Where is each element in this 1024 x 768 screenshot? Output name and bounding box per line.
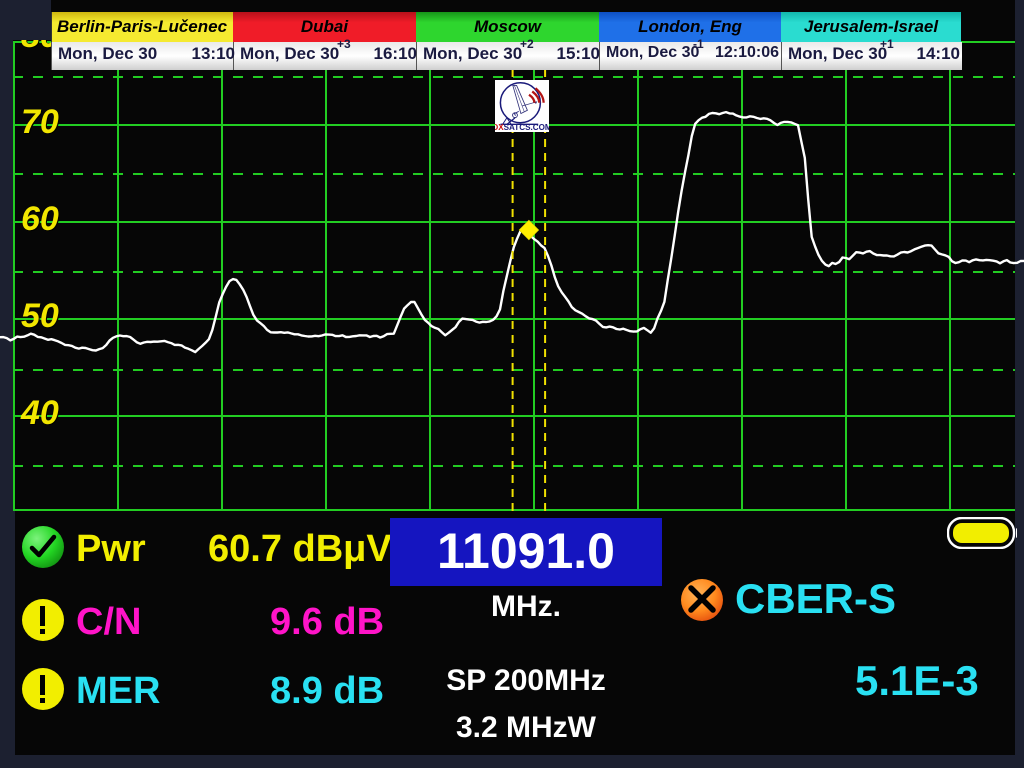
svg-text:DXSATCS.COM: DXSATCS.COM	[495, 123, 549, 132]
